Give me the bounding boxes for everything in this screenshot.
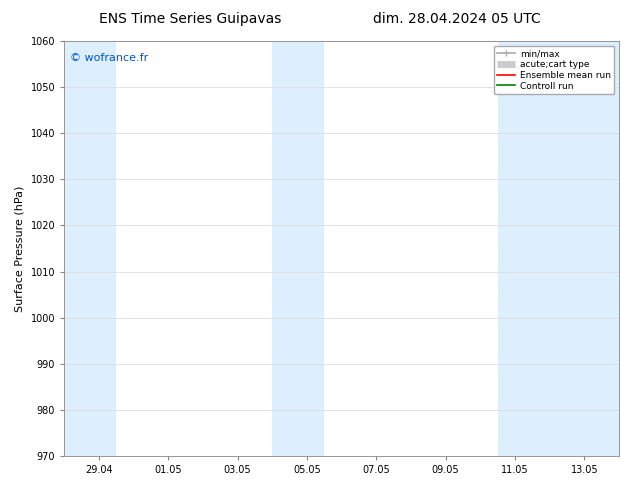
Legend: min/max, acute;cart type, Ensemble mean run, Controll run: min/max, acute;cart type, Ensemble mean … — [494, 46, 614, 94]
Text: © wofrance.fr: © wofrance.fr — [70, 53, 148, 64]
Bar — [64, 41, 116, 456]
Bar — [272, 41, 324, 456]
Y-axis label: Surface Pressure (hPa): Surface Pressure (hPa) — [15, 185, 25, 312]
Text: ENS Time Series Guipavas: ENS Time Series Guipavas — [99, 12, 281, 26]
Text: dim. 28.04.2024 05 UTC: dim. 28.04.2024 05 UTC — [373, 12, 540, 26]
Bar — [498, 41, 619, 456]
